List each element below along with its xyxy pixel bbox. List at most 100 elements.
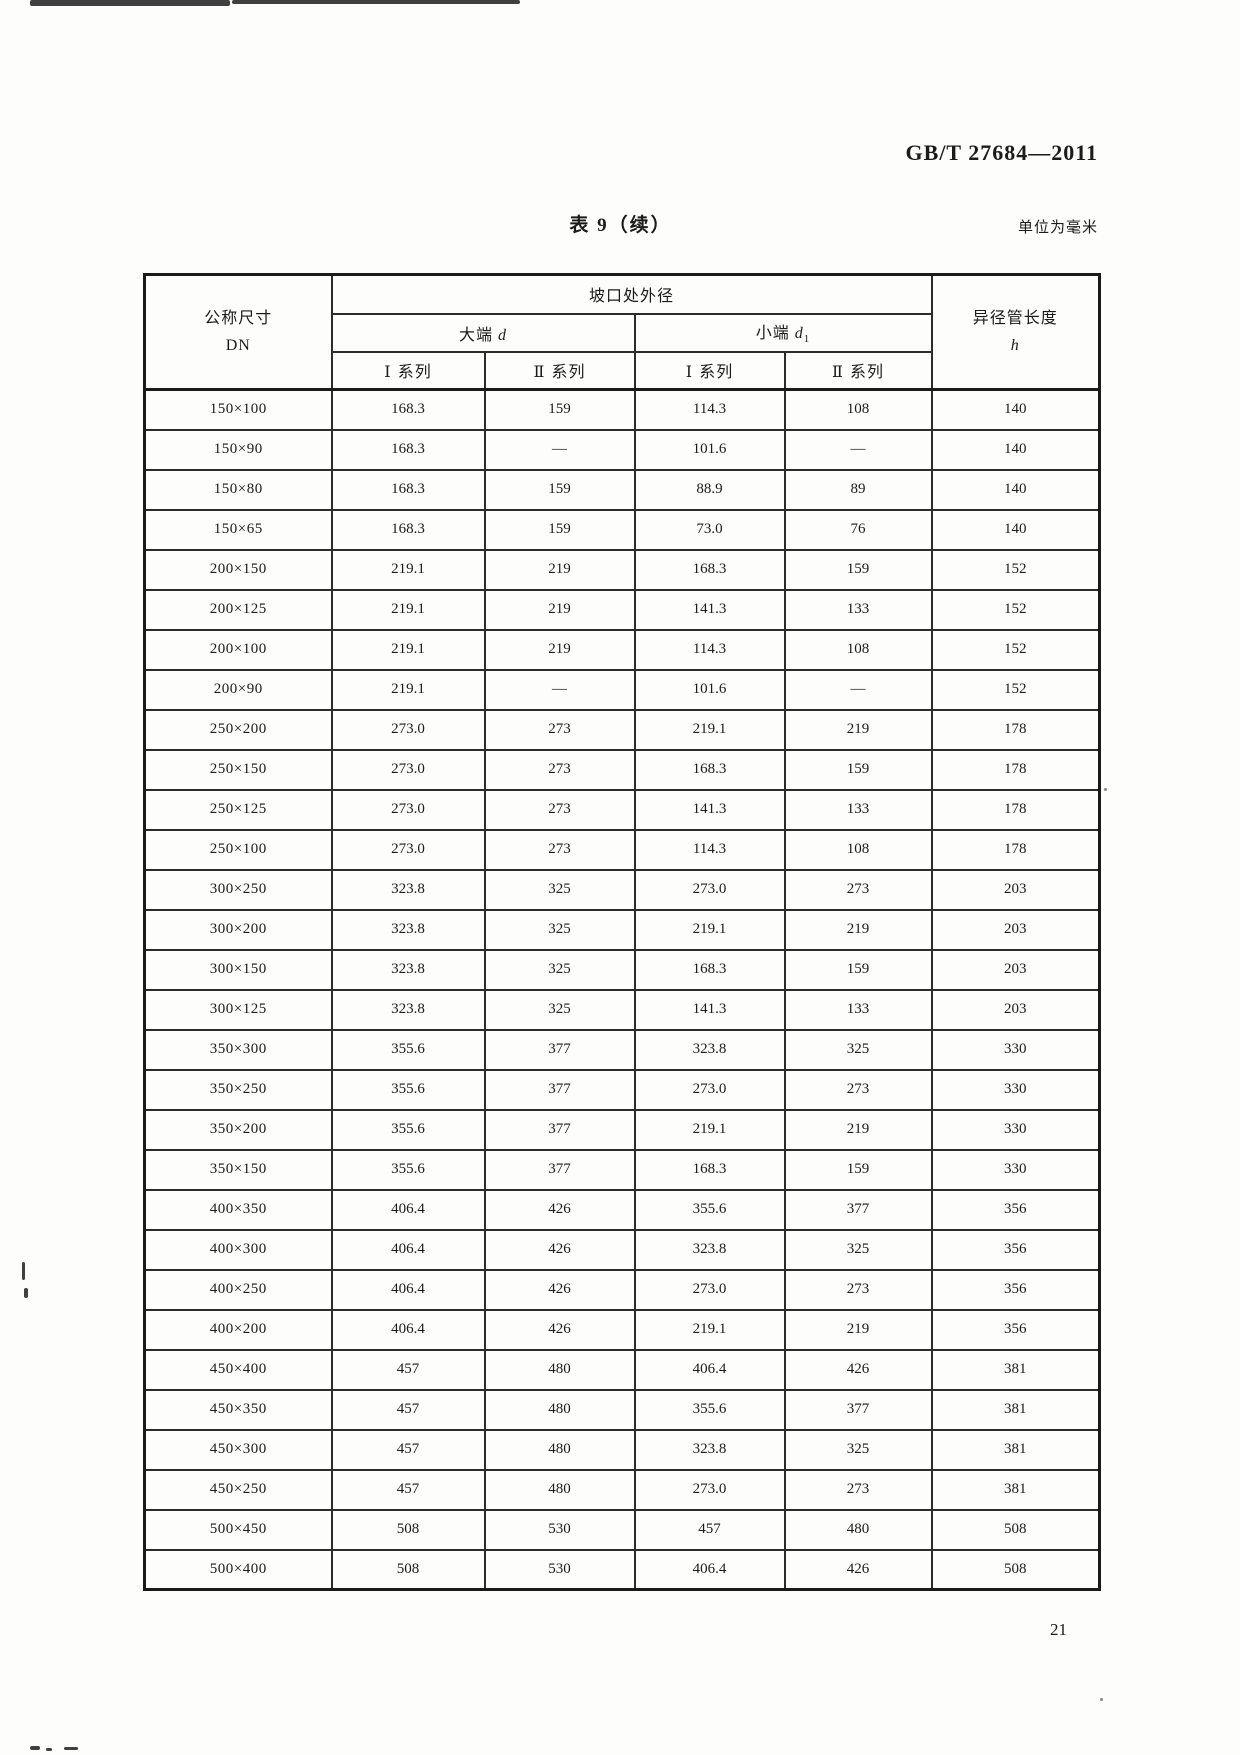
- col-header-bevel-od: 坡口处外径: [330, 273, 933, 315]
- page-number: 21: [1050, 1620, 1067, 1639]
- cell-small2: 159: [783, 1148, 933, 1191]
- scan-artifact-bottom: [64, 1747, 78, 1750]
- table-row: 250×125 273.0 273 141.3 133 178: [143, 788, 1101, 831]
- cell-big2: 377: [483, 1148, 636, 1191]
- cell-big1: 273.0: [330, 708, 486, 751]
- table-row: 300×150 323.8 325 168.3 159 203: [143, 948, 1101, 991]
- cell-h: 330: [930, 1148, 1101, 1191]
- scan-artifact-left: [22, 1262, 25, 1280]
- cell-small1: 73.0: [633, 508, 786, 551]
- col-header-dn-symbol: DN: [225, 337, 251, 354]
- unit-note: 单位为毫米: [1017, 220, 1098, 236]
- table-row: 200×100 219.1 219 114.3 108 152: [143, 628, 1101, 671]
- cell-h: 508: [930, 1508, 1101, 1551]
- cell-dn: 150×65: [143, 508, 333, 551]
- cell-small1: 406.4: [633, 1348, 786, 1391]
- table-row: 300×200 323.8 325 219.1 219 203: [143, 908, 1101, 951]
- cell-dn: 350×300: [143, 1028, 333, 1071]
- cell-big1: 355.6: [330, 1068, 486, 1111]
- cell-big2: 426: [483, 1268, 636, 1311]
- table-row: 400×250 406.4 426 273.0 273 356: [143, 1268, 1101, 1311]
- cell-small2: 159: [783, 548, 933, 591]
- col-header-big-end: 大端 d: [330, 312, 636, 353]
- cell-dn: 150×100: [143, 388, 333, 431]
- cell-h: 356: [930, 1228, 1101, 1271]
- cell-small2: 219: [783, 1108, 933, 1151]
- cell-big1: 168.3: [330, 388, 486, 431]
- cell-h: 178: [930, 708, 1101, 751]
- cell-big1: 355.6: [330, 1148, 486, 1191]
- big-end-symbol: d: [498, 326, 507, 344]
- cell-dn: 300×125: [143, 988, 333, 1031]
- cell-dn: 400×200: [143, 1308, 333, 1351]
- cell-big1: 273.0: [330, 788, 486, 831]
- cell-big1: 457: [330, 1348, 486, 1391]
- cell-small2: 219: [783, 908, 933, 951]
- cell-h: 140: [930, 428, 1101, 471]
- cell-big1: 355.6: [330, 1108, 486, 1151]
- standard-code: GB/T 27684—2011: [905, 140, 1098, 165]
- cell-h: 203: [930, 988, 1101, 1031]
- table-body: 150×100 168.3 159 114.3 108 140 150×90 168.3—10…: [143, 388, 1101, 1591]
- cell-big1: 219.1: [330, 628, 486, 671]
- col-header-series2-big: Ⅱ 系列: [483, 350, 636, 391]
- table-row: 450×350 457 480 355.6 377 381: [143, 1388, 1101, 1431]
- cell-small2: 426: [783, 1548, 933, 1591]
- cell-dn: 450×350: [143, 1388, 333, 1431]
- cell-big1: 168.3: [330, 428, 486, 471]
- cell-h: 178: [930, 788, 1101, 831]
- table-row: 250×200 273.0 273 219.1 219 178: [143, 708, 1101, 751]
- cell-h: 381: [930, 1468, 1101, 1511]
- cell-small2: 377: [783, 1188, 933, 1231]
- cell-big2: 219: [483, 628, 636, 671]
- cell-small1: 219.1: [633, 708, 786, 751]
- cell-small2: 159: [783, 748, 933, 791]
- table-row: 150×100 168.3 159 114.3 108 140: [143, 388, 1101, 431]
- cell-dn: 300×250: [143, 868, 333, 911]
- cell-dn: 200×100: [143, 628, 333, 671]
- cell-big2: 219: [483, 548, 636, 591]
- cell-big2: 273: [483, 748, 636, 791]
- cell-small2: —: [783, 668, 933, 711]
- cell-big2: 377: [483, 1068, 636, 1111]
- cell-small1: 101.6: [633, 668, 786, 711]
- cell-dn: 250×125: [143, 788, 333, 831]
- col-header-dn-label: 公称尺寸: [204, 309, 273, 327]
- cell-small1: 141.3: [633, 788, 786, 831]
- cell-big2: 159: [483, 388, 636, 431]
- cell-dn: 400×350: [143, 1188, 333, 1231]
- table-row: 400×200 406.4 426 219.1 219 356: [143, 1308, 1101, 1351]
- table-row: 400×350 406.4 426 355.6 377 356: [143, 1188, 1101, 1231]
- cell-dn: 300×150: [143, 948, 333, 991]
- cell-h: 203: [930, 868, 1101, 911]
- table-row: 500×400 508 530 406.4 426 508: [143, 1548, 1101, 1591]
- cell-big1: 457: [330, 1428, 486, 1471]
- table-row: 150×65 168.3 159 73.0 76 140: [143, 508, 1101, 551]
- cell-small1: 141.3: [633, 988, 786, 1031]
- cell-dn: 350×150: [143, 1148, 333, 1191]
- cell-small1: 114.3: [633, 628, 786, 671]
- table-header: 公称尺寸 DN 坡口处外径 异径管长度 h 大端 d: [143, 273, 1101, 391]
- cell-big1: 273.0: [330, 828, 486, 871]
- scan-artifact-top: [30, 0, 230, 6]
- cell-dn: 500×450: [143, 1508, 333, 1551]
- cell-big2: 219: [483, 588, 636, 631]
- cell-small2: 159: [783, 948, 933, 991]
- cell-h: 381: [930, 1388, 1101, 1431]
- cell-big1: 323.8: [330, 868, 486, 911]
- cell-small1: 219.1: [633, 1108, 786, 1151]
- cell-h: 203: [930, 948, 1101, 991]
- cell-small1: 168.3: [633, 548, 786, 591]
- cell-big1: 219.1: [330, 668, 486, 711]
- table-row: 350×250 355.6 377 273.0 273 330: [143, 1068, 1101, 1111]
- col-header-length-label: 异径管长度: [972, 309, 1058, 327]
- cell-big2: 480: [483, 1468, 636, 1511]
- cell-big1: 323.8: [330, 908, 486, 951]
- cell-small2: 133: [783, 588, 933, 631]
- col-header-dn: 公称尺寸 DN: [143, 273, 333, 391]
- cell-small2: 89: [783, 468, 933, 511]
- cell-small1: 114.3: [633, 388, 786, 431]
- cell-dn: 200×125: [143, 588, 333, 631]
- cell-h: 140: [930, 508, 1101, 551]
